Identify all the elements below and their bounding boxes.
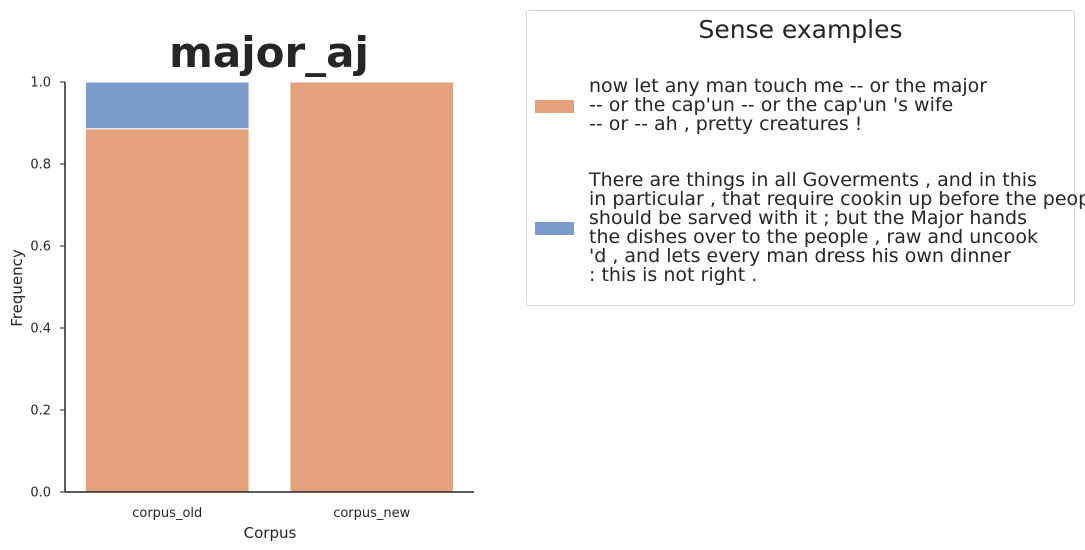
legend-title: Sense examples — [698, 15, 903, 44]
y-tick-label: 0.2 — [30, 404, 51, 419]
y-tick-label: 0.4 — [30, 322, 51, 337]
legend-swatch — [535, 222, 574, 235]
legend-text-line: the dishes over to the people , raw and … — [589, 226, 1038, 248]
legend-text-line: There are things in all Goverments , and… — [589, 169, 1037, 191]
legend-text-line: now let any man touch me -- or the major — [589, 75, 988, 97]
legend-text-line: : this is not right . — [589, 264, 758, 286]
y-tick-label: 0.0 — [30, 486, 51, 501]
y-tick-label: 0.6 — [30, 240, 51, 255]
legend-text: now let any man touch me -- or the major… — [589, 77, 987, 134]
legend-swatch — [535, 99, 574, 113]
x-ticks: corpus_old corpus_new — [132, 506, 410, 521]
y-axis-label: Frequency — [8, 249, 26, 327]
y-tick-label: 0.8 — [30, 158, 51, 173]
y-tick-label: 1.0 — [30, 76, 51, 91]
x-axis-label: Corpus — [244, 524, 297, 542]
bars-group — [84, 81, 455, 493]
legend-text-line: should be sarved with it ; but the Major… — [589, 207, 1028, 229]
y-ticks: 0.0 0.2 0.4 0.6 0.8 1.0 — [30, 76, 65, 501]
legend-text-line: -- or -- ah , pretty creatures ! — [589, 113, 863, 135]
bar-corpus_old-series-0 — [84, 128, 250, 493]
bar-corpus_old-series-1 — [84, 81, 250, 130]
legend: Sense examples now let any man touch me … — [526, 10, 1085, 306]
x-tick-label: corpus_old — [132, 506, 202, 521]
legend-text-line: -- or the cap'un -- or the cap'un 's wif… — [589, 94, 954, 116]
chart-title: major_aj — [169, 28, 369, 77]
legend-text-line: 'd , and lets every man dress his own di… — [589, 245, 1011, 267]
legend-text: There are things in all Goverments , and… — [589, 171, 1085, 285]
bar-corpus_new-series-0 — [289, 81, 455, 493]
legend-text-line: in particular , that require cookin up b… — [589, 188, 1085, 210]
x-tick-label: corpus_new — [333, 506, 410, 521]
